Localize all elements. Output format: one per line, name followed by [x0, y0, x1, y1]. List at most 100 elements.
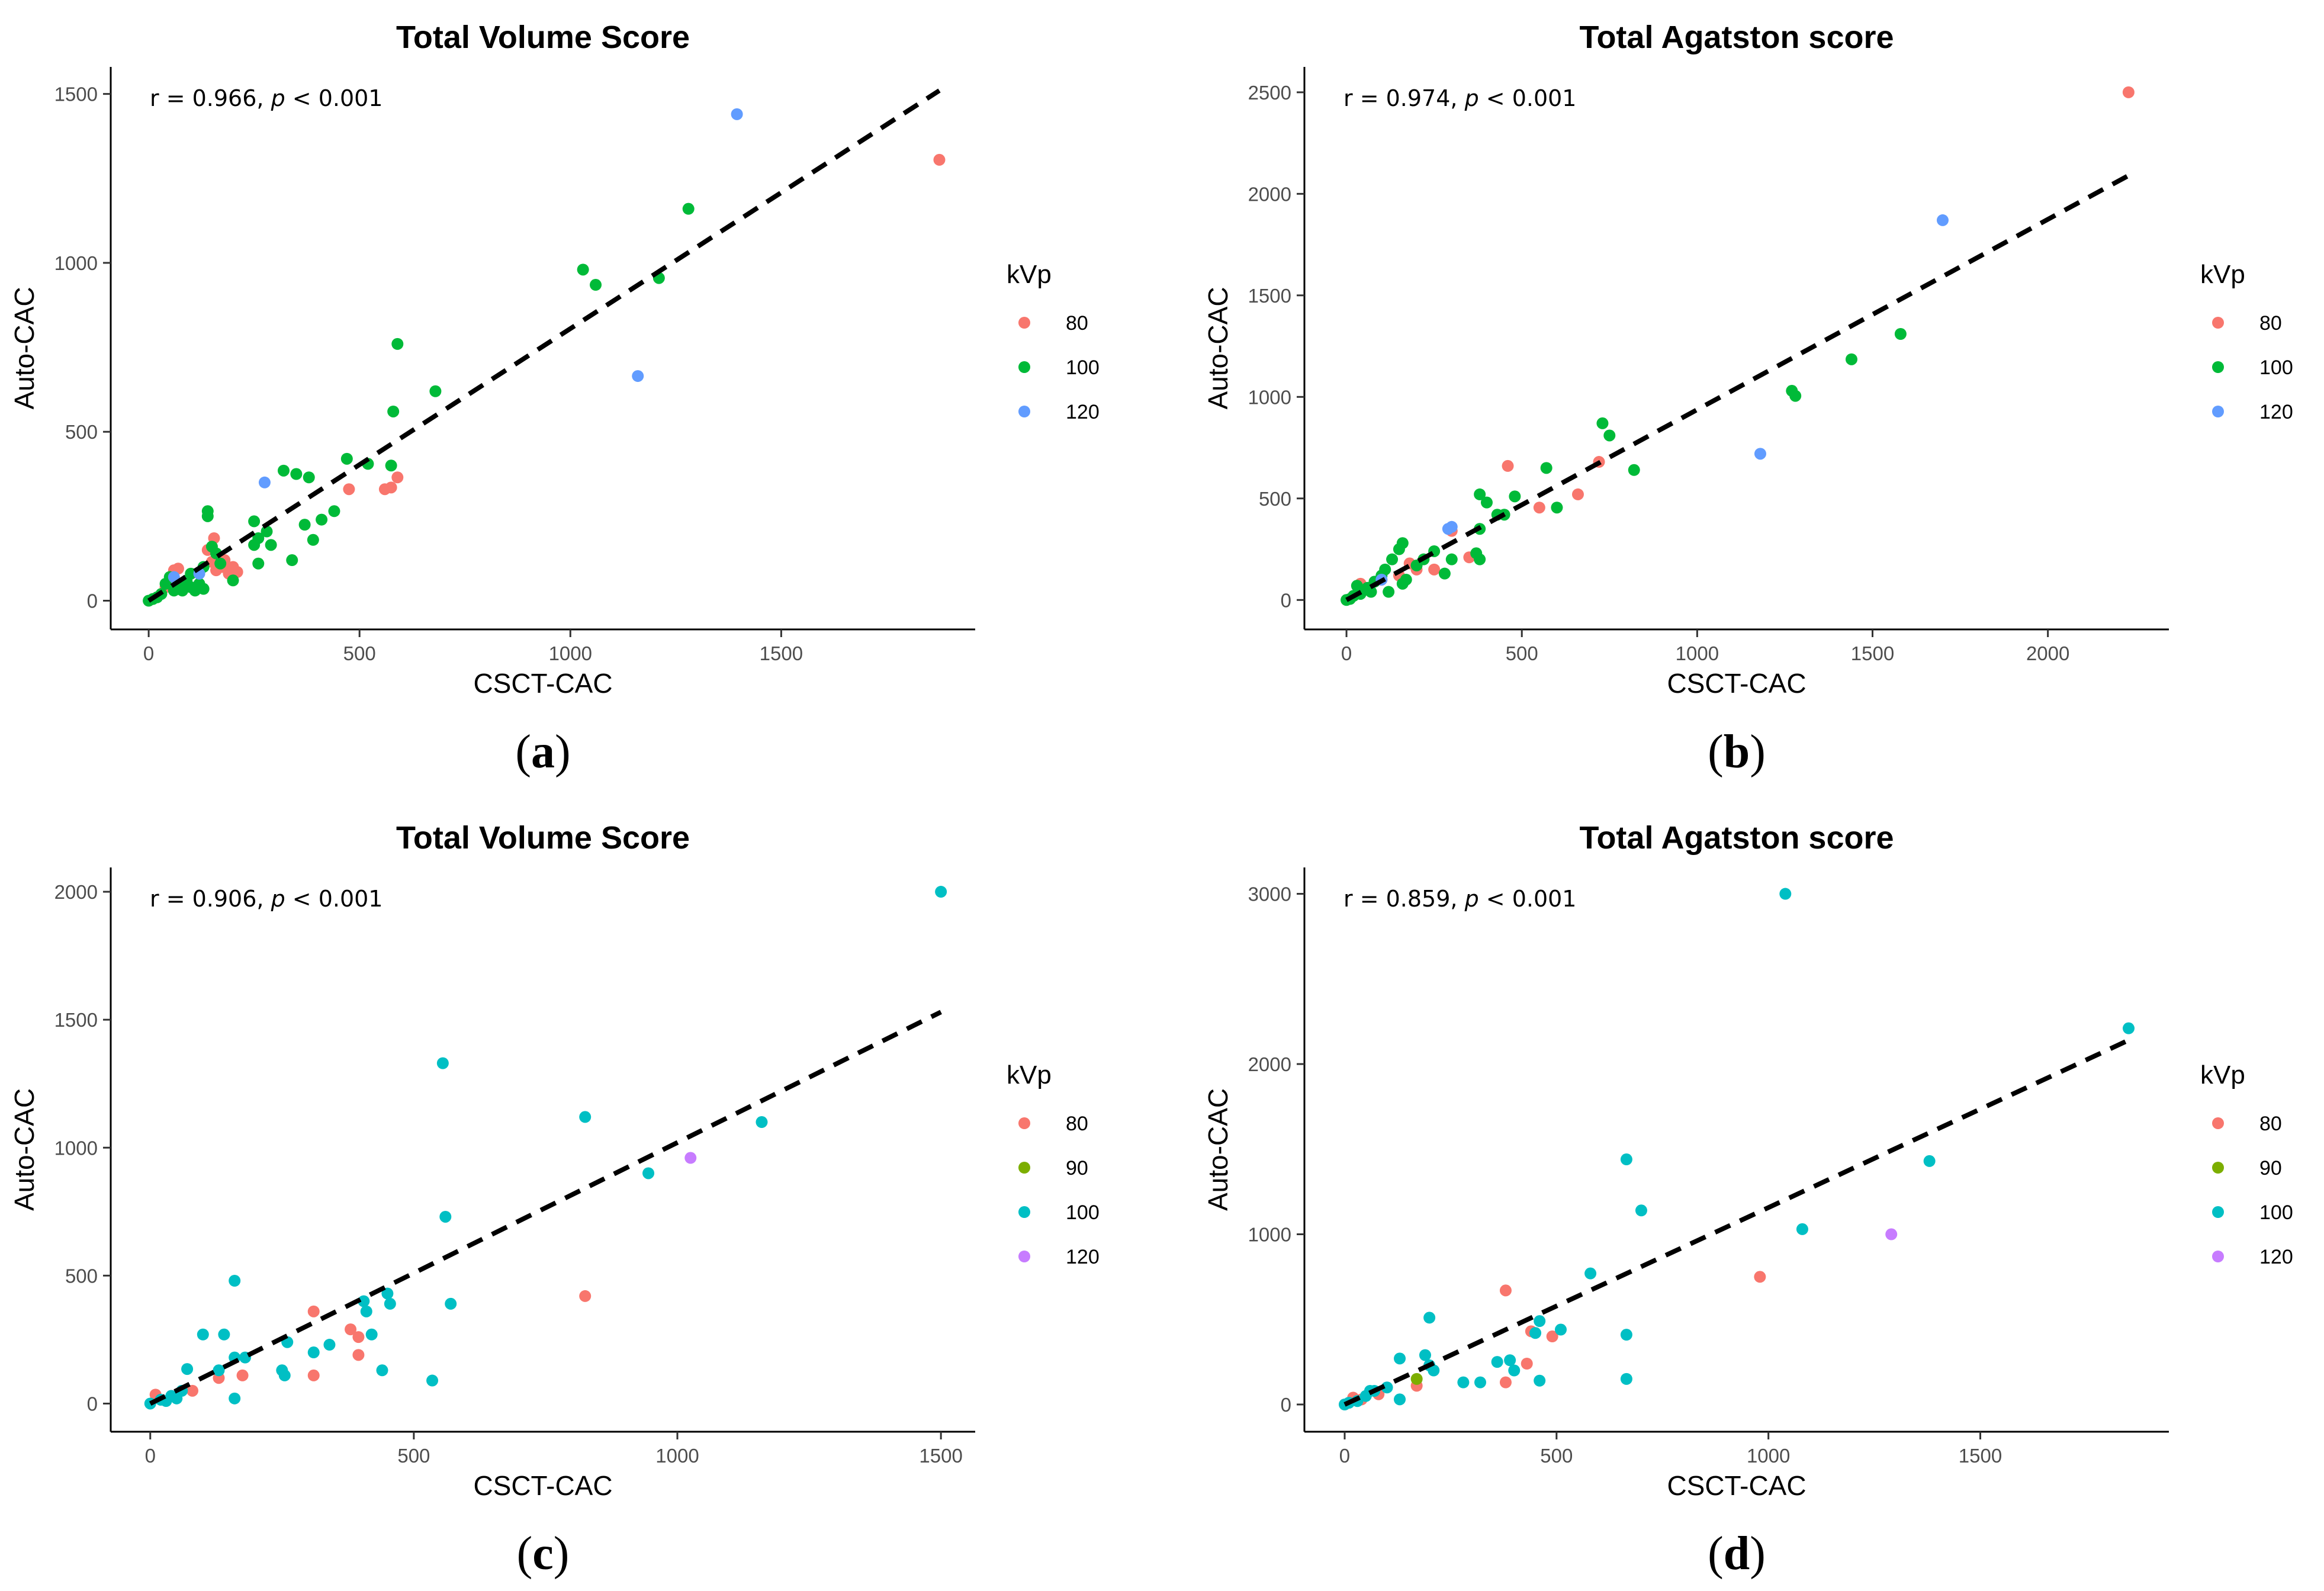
- data-point-100kvp: [1628, 464, 1640, 476]
- y-tick-label: 500: [65, 1265, 98, 1287]
- data-point-100kvp: [1534, 1315, 1546, 1328]
- r-value: r = 0.974,: [1343, 85, 1465, 111]
- legend-key-100: [2212, 361, 2224, 373]
- data-point-100kvp: [384, 1297, 396, 1310]
- y-axis-title: Auto-CAC: [9, 287, 40, 409]
- p-symbol: p: [271, 886, 285, 912]
- data-point-100kvp: [213, 1364, 225, 1377]
- r-value: r = 0.906,: [150, 886, 271, 912]
- data-point-100kvp: [682, 203, 695, 215]
- data-point-100kvp: [229, 1392, 241, 1404]
- x-axis-title: CSCT-CAC: [473, 1470, 612, 1501]
- data-point-100kvp: [1620, 1329, 1632, 1341]
- legend-key-80: [2212, 1117, 2224, 1129]
- chart-panel-4: Total Agatston score 0 500 1000 1500 0 1000 200…: [1203, 820, 2293, 1580]
- r-value: r = 0.966,: [150, 85, 271, 111]
- data-point-120kvp: [1885, 1228, 1898, 1240]
- legend-title: kVp: [1007, 1060, 1052, 1089]
- x-tick-label: 1000: [655, 1445, 699, 1467]
- data-point-100kvp: [1779, 888, 1792, 900]
- data-point-100kvp: [307, 1346, 320, 1359]
- y-tick-label: 0: [87, 1393, 98, 1415]
- legend: kVp 80 100 120: [1007, 260, 1100, 423]
- y-tick-label: 500: [65, 421, 98, 443]
- data-point-100kvp: [1845, 353, 1857, 365]
- data-point-100kvp: [1394, 1393, 1406, 1406]
- data-point-80kvp: [579, 1290, 592, 1302]
- legend: kVp 80 90 100 120: [1007, 1060, 1100, 1268]
- data-point-100kvp: [935, 886, 947, 898]
- caption-paren: (: [517, 1528, 533, 1580]
- legend-key-90: [2212, 1162, 2224, 1174]
- data-point-100kvp: [1423, 1312, 1436, 1324]
- caption-letter: c: [532, 1528, 554, 1580]
- x-tick-label: 1500: [1851, 642, 1894, 664]
- x-tick-label: 500: [1506, 642, 1538, 664]
- y-tick-label: 0: [1281, 1394, 1291, 1416]
- fit-line: [1345, 173, 2130, 602]
- data-point-100kvp: [286, 554, 298, 567]
- data-point-100kvp: [1894, 327, 1907, 340]
- data-point-80kvp: [352, 1331, 365, 1343]
- data-point-100kvp: [303, 471, 315, 484]
- data-point-100kvp: [1351, 580, 1363, 592]
- data-point-100kvp: [1529, 1327, 1542, 1339]
- x-tick-label: 1000: [1747, 1445, 1790, 1467]
- data-point-80kvp: [236, 1369, 249, 1381]
- legend-label-120: 120: [2259, 1246, 2293, 1268]
- x-axis-title: CSCT-CAC: [1667, 1470, 1806, 1501]
- data-point-100kvp: [1551, 502, 1563, 514]
- data-point-100kvp: [261, 525, 273, 538]
- chart-title: Total Volume Score: [396, 820, 690, 856]
- data-point-100kvp: [248, 539, 261, 551]
- data-point-100kvp: [590, 279, 602, 291]
- p-symbol: p: [1464, 886, 1479, 912]
- x-tick-label: 0: [145, 1445, 156, 1467]
- data-point-100kvp: [307, 533, 319, 546]
- caption-paren: (: [1708, 1528, 1724, 1580]
- p-value: < 0.001: [1479, 886, 1577, 912]
- data-point-120kvp: [1442, 523, 1454, 535]
- legend-label-100: 100: [2259, 1201, 2293, 1224]
- legend-label-90: 90: [1066, 1157, 1088, 1179]
- p-value: < 0.001: [285, 85, 383, 111]
- data-point-100kvp: [1923, 1155, 1936, 1167]
- data-point-100kvp: [278, 464, 290, 477]
- data-point-100kvp: [1554, 1323, 1567, 1336]
- y-tick-label: 1000: [54, 1137, 98, 1159]
- legend-label-100: 100: [1066, 1201, 1100, 1224]
- correlation-annotation: r = 0.906, p < 0.001: [150, 886, 383, 912]
- data-point-100kvp: [1400, 573, 1412, 586]
- data-point-100kvp: [1504, 1354, 1516, 1367]
- legend: kVp 80 90 100 120: [2200, 1060, 2293, 1268]
- p-symbol: p: [1464, 85, 1479, 111]
- data-point-80kvp: [343, 483, 355, 496]
- data-point-100kvp: [1365, 586, 1377, 598]
- data-point-100kvp: [1508, 1364, 1521, 1377]
- x-axis-title: CSCT-CAC: [473, 668, 612, 699]
- data-point-100kvp: [218, 1328, 230, 1341]
- y-tick-label: 1500: [54, 1009, 98, 1031]
- data-point-100kvp: [387, 405, 400, 417]
- data-point-80kvp: [933, 153, 946, 166]
- data-point-100kvp: [229, 1275, 241, 1287]
- data-point-120kvp: [1936, 214, 1949, 226]
- data-point-100kvp: [197, 1328, 209, 1341]
- x-tick-label: 0: [143, 642, 154, 664]
- data-point-100kvp: [1789, 390, 1802, 402]
- data-point-80kvp: [385, 481, 397, 494]
- legend-key-100: [2212, 1206, 2224, 1218]
- data-point-100kvp: [391, 338, 404, 350]
- caption-paren: ): [1750, 726, 1766, 778]
- y-tick-label: 1500: [1248, 285, 1291, 307]
- data-point-100kvp: [579, 1111, 592, 1123]
- p-value: < 0.001: [285, 886, 383, 912]
- data-point-100kvp: [1419, 1349, 1431, 1361]
- x-tick-label: 2000: [2026, 642, 2069, 664]
- x-tick-label: 0: [1339, 1445, 1350, 1467]
- fit-line: [149, 1010, 942, 1406]
- data-point-100kvp: [426, 1374, 439, 1387]
- data-point-100kvp: [1474, 1376, 1487, 1388]
- data-point-100kvp: [1381, 1381, 1393, 1394]
- x-tick-label: 1500: [1959, 1445, 2002, 1467]
